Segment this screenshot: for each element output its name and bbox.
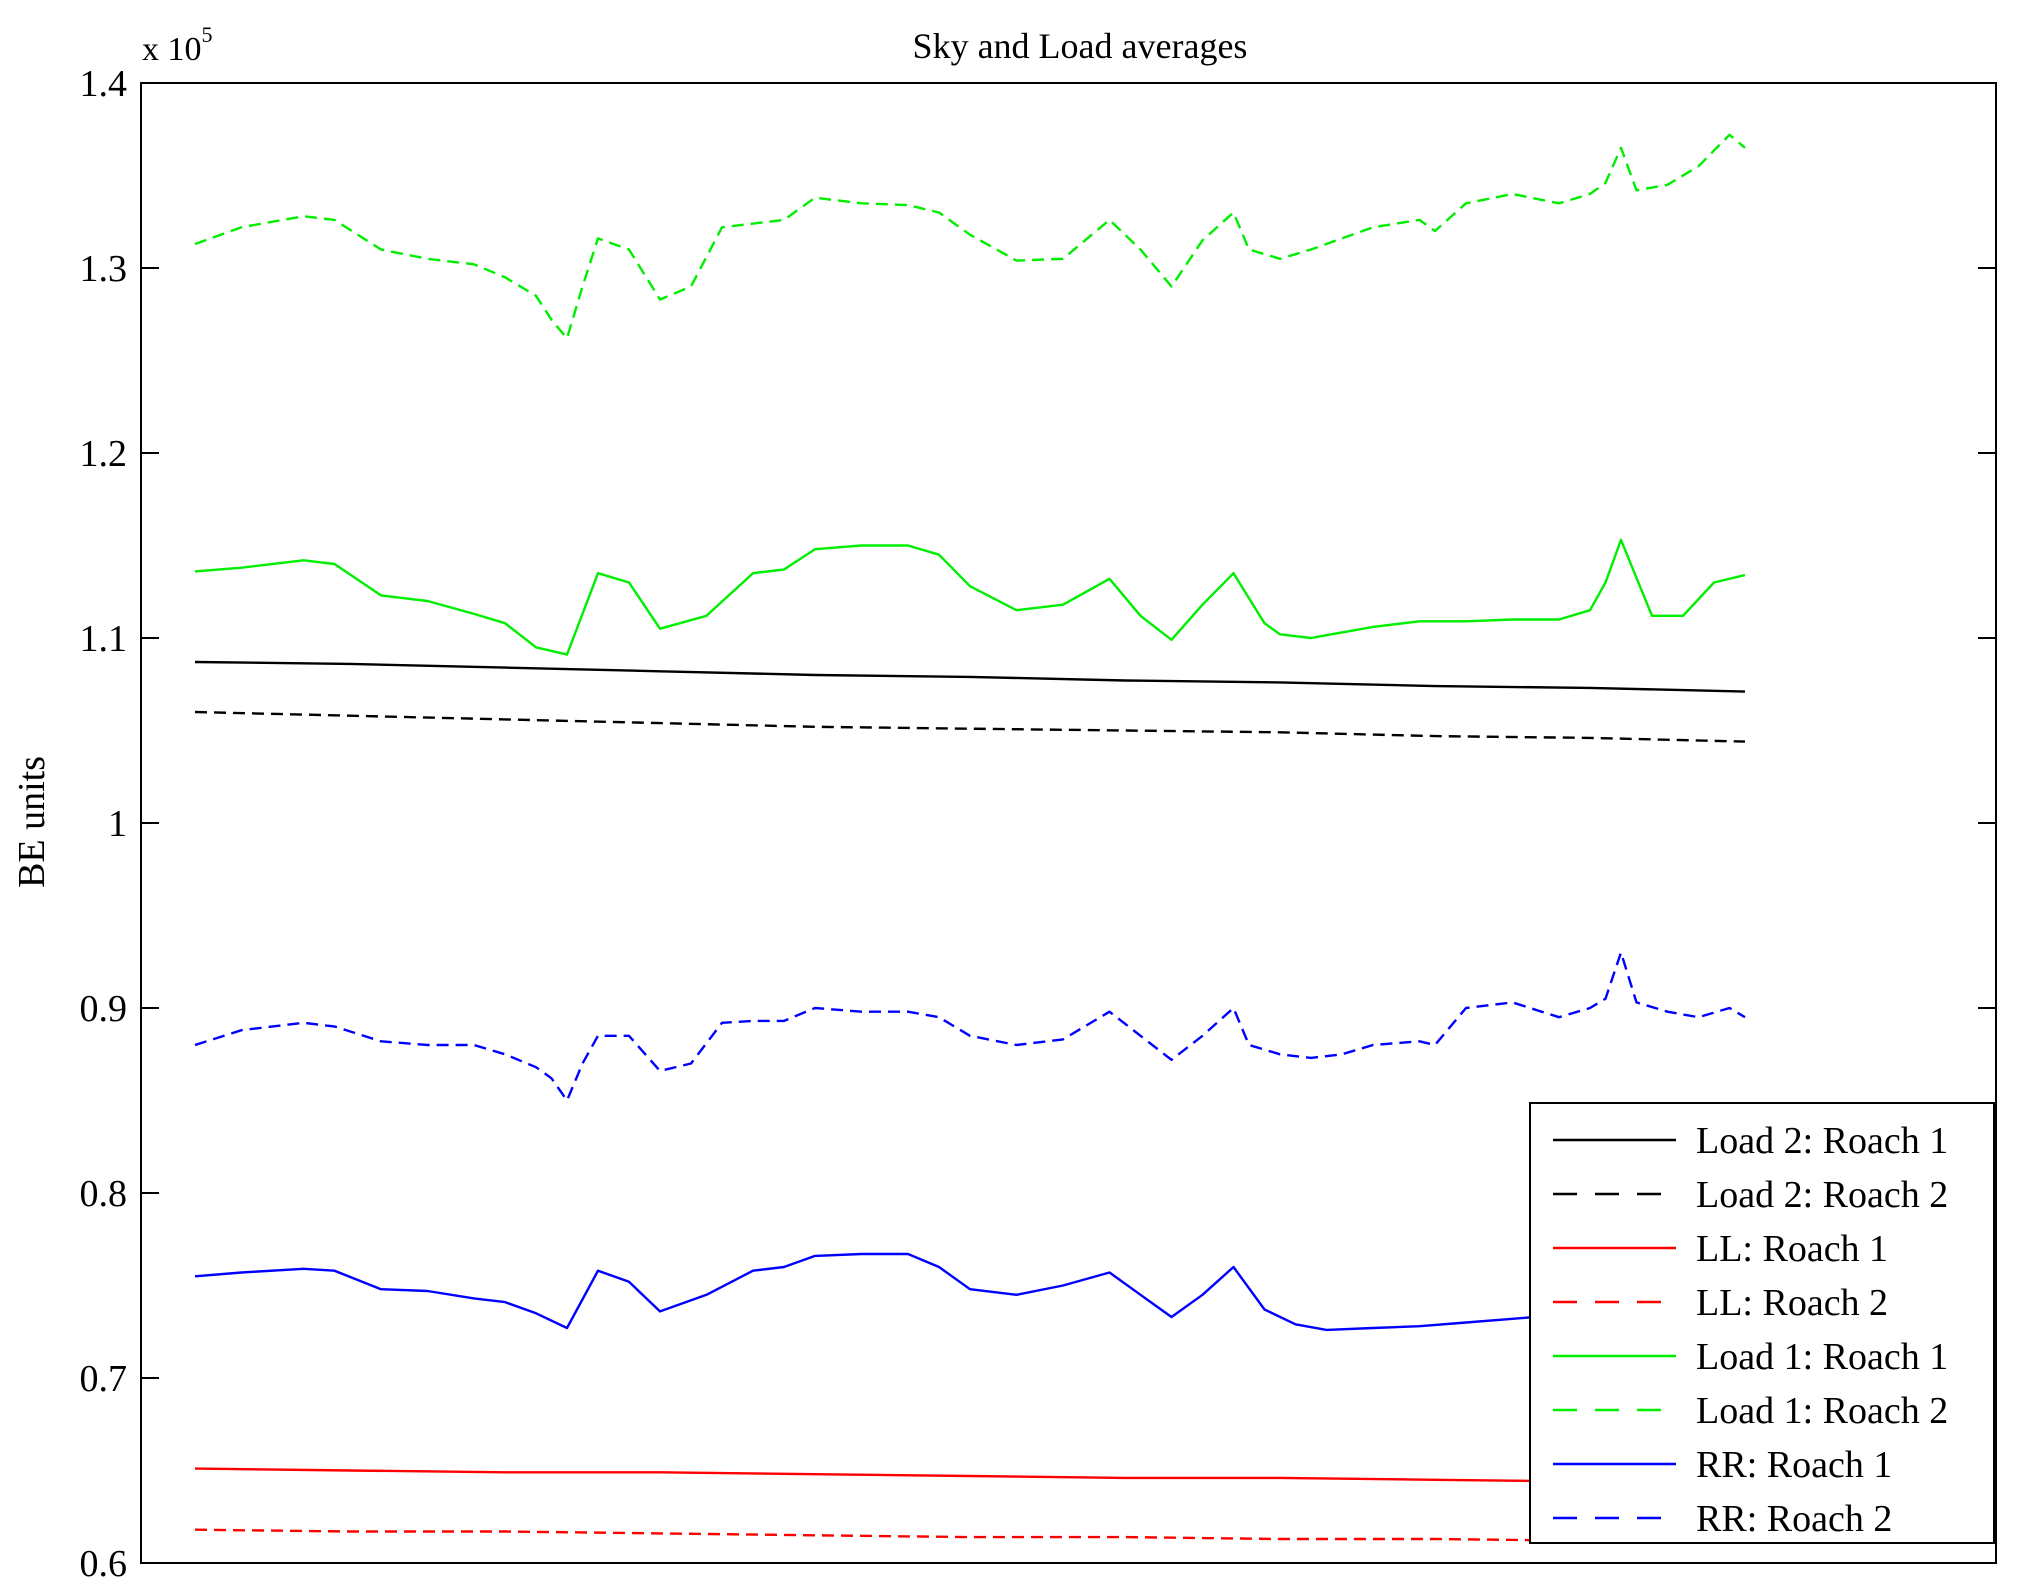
chart-title: Sky and Load averages bbox=[913, 26, 1248, 66]
legend-label-rr-roach-1: RR: Roach 1 bbox=[1696, 1444, 1892, 1486]
y-tick-label-5: 1.1 bbox=[80, 618, 128, 660]
y-tick-label-6: 1.2 bbox=[80, 433, 128, 475]
legend-label-load-1-roach-2: Load 1: Roach 2 bbox=[1696, 1390, 1948, 1432]
legend-label-load-1-roach-1: Load 1: Roach 1 bbox=[1696, 1336, 1948, 1378]
y-multiplier-label: x 105 bbox=[142, 22, 213, 68]
legend-label-load-2-roach-2: Load 2: Roach 2 bbox=[1696, 1174, 1948, 1216]
y-tick-label-4: 1 bbox=[108, 803, 127, 845]
legend: Load 2: Roach 1 Load 2: Roach 2 LL: Roach … bbox=[1529, 1102, 1995, 1544]
series-layer bbox=[194, 133, 1746, 1544]
legend-box bbox=[1529, 1102, 1995, 1544]
y-tick-label-0: 0.6 bbox=[80, 1543, 128, 1585]
legend-label-ll-roach-1: LL: Roach 1 bbox=[1696, 1228, 1888, 1270]
series-ll-roach-1 bbox=[194, 1467, 1745, 1483]
plot-area-frame bbox=[140, 82, 1997, 1564]
y-tick-label-2: 0.8 bbox=[80, 1173, 128, 1215]
y-tick-label-1: 0.7 bbox=[80, 1358, 128, 1400]
y-tick-label-7: 1.3 bbox=[80, 248, 128, 290]
y-axis-ticks: 0.6 0.7 0.8 0.9 1 1.1 1.2 1.3 1.4 bbox=[80, 63, 1996, 1585]
legend-label-ll-roach-2: LL: Roach 2 bbox=[1696, 1282, 1888, 1324]
y-multiplier-exponent: 5 bbox=[202, 22, 213, 47]
series-rr-roach-1 bbox=[194, 1252, 1591, 1332]
y-axis-label: BE units bbox=[11, 756, 53, 888]
series-load-1-roach-1 bbox=[194, 538, 1746, 656]
legend-label-load-2-roach-1: Load 2: Roach 1 bbox=[1696, 1120, 1948, 1162]
series-load-2-roach-2 bbox=[194, 710, 1746, 743]
legend-label-rr-roach-2: RR: Roach 2 bbox=[1696, 1498, 1892, 1540]
y-tick-label-3: 0.9 bbox=[80, 988, 128, 1030]
series-load-2-roach-1 bbox=[194, 660, 1746, 693]
series-rr-roach-2 bbox=[194, 951, 1746, 1102]
y-tick-label-8: 1.4 bbox=[80, 63, 128, 105]
series-load-1-roach-2 bbox=[194, 133, 1746, 340]
y-multiplier-base: x 10 bbox=[142, 31, 202, 68]
series-ll-roach-2 bbox=[194, 1528, 1746, 1544]
